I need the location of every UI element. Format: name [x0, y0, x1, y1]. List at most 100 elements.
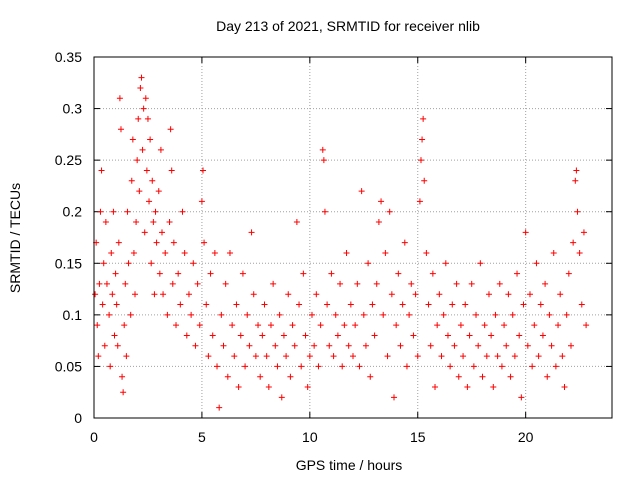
grid — [94, 57, 612, 418]
data-point — [188, 311, 195, 318]
data-point — [481, 322, 488, 329]
data-point — [485, 291, 492, 298]
data-point — [313, 291, 320, 298]
data-point — [135, 115, 142, 122]
data-point — [410, 332, 417, 339]
data-point — [132, 291, 139, 298]
data-point — [203, 301, 210, 308]
data-point — [196, 322, 203, 329]
data-point — [339, 363, 346, 370]
data-point — [319, 146, 326, 153]
data-point — [330, 353, 337, 360]
data-point — [283, 353, 290, 360]
data-point — [259, 332, 266, 339]
data-point — [345, 342, 352, 349]
data-point — [457, 322, 464, 329]
data-point — [248, 229, 255, 236]
y-tick-label: 0.1 — [63, 307, 83, 323]
data-point — [149, 177, 156, 184]
data-point — [334, 332, 341, 339]
data-point — [360, 311, 367, 318]
data-point — [511, 353, 518, 360]
data-point — [222, 280, 229, 287]
axis-ticks: 0 5 10 15 20 0 0.05 0.1 0.15 0.2 0.25 0.3 0.35 — [55, 49, 612, 445]
data-point — [125, 260, 132, 267]
data-point — [304, 384, 311, 391]
data-point — [142, 95, 149, 102]
data-point — [151, 291, 158, 298]
data-point — [233, 301, 240, 308]
data-point — [373, 280, 380, 287]
data-point — [414, 353, 421, 360]
data-point — [350, 353, 356, 360]
data-point — [278, 394, 285, 401]
data-point — [369, 301, 376, 308]
data-point — [201, 239, 208, 246]
data-point — [119, 373, 126, 380]
data-point — [168, 167, 175, 174]
y-tick-label: 0.25 — [55, 152, 82, 168]
data-point — [170, 239, 177, 246]
data-point — [315, 363, 322, 370]
data-point — [470, 363, 477, 370]
data-point — [98, 167, 105, 174]
data-point — [477, 260, 484, 267]
data-point — [158, 229, 165, 236]
data-point — [337, 280, 344, 287]
data-point — [122, 280, 129, 287]
data-point — [427, 342, 434, 349]
data-point — [95, 353, 102, 360]
data-point — [265, 384, 272, 391]
data-point — [102, 219, 109, 226]
data-point — [205, 353, 212, 360]
data-point — [576, 249, 583, 256]
data-point — [399, 301, 406, 308]
data-point — [380, 311, 387, 318]
data-point — [384, 353, 391, 360]
data-point — [242, 363, 249, 370]
data-point — [451, 342, 458, 349]
data-point — [108, 249, 115, 256]
data-point — [496, 280, 503, 287]
data-point — [572, 177, 579, 184]
data-points — [92, 74, 590, 411]
data-point — [252, 353, 259, 360]
data-point — [537, 301, 544, 308]
data-point — [539, 332, 546, 339]
x-tick-label: 15 — [410, 429, 426, 445]
data-point — [148, 260, 155, 267]
data-point — [518, 394, 525, 401]
data-point — [447, 363, 454, 370]
data-point — [97, 208, 104, 215]
data-point — [128, 177, 135, 184]
data-point — [306, 353, 313, 360]
data-point — [138, 74, 145, 81]
data-point — [466, 332, 473, 339]
data-point — [167, 126, 174, 133]
data-point — [561, 384, 568, 391]
data-point — [522, 229, 529, 236]
data-point — [425, 301, 432, 308]
data-point — [140, 105, 147, 112]
data-point — [326, 342, 333, 349]
data-point — [365, 260, 372, 267]
data-point — [317, 322, 324, 329]
data-point — [552, 363, 559, 370]
data-point — [114, 342, 121, 349]
data-point — [343, 249, 350, 256]
data-point — [583, 322, 590, 329]
data-point — [494, 353, 501, 360]
data-point — [261, 301, 268, 308]
data-point — [473, 311, 480, 318]
data-point — [246, 342, 253, 349]
data-point — [199, 167, 206, 174]
data-point — [546, 311, 553, 318]
y-tick-label: 0.3 — [63, 101, 83, 117]
x-tick-label: 20 — [518, 429, 534, 445]
data-point — [192, 342, 199, 349]
data-point — [555, 322, 562, 329]
data-point — [263, 353, 270, 360]
data-point — [578, 301, 585, 308]
data-point — [440, 311, 447, 318]
data-point — [526, 291, 533, 298]
